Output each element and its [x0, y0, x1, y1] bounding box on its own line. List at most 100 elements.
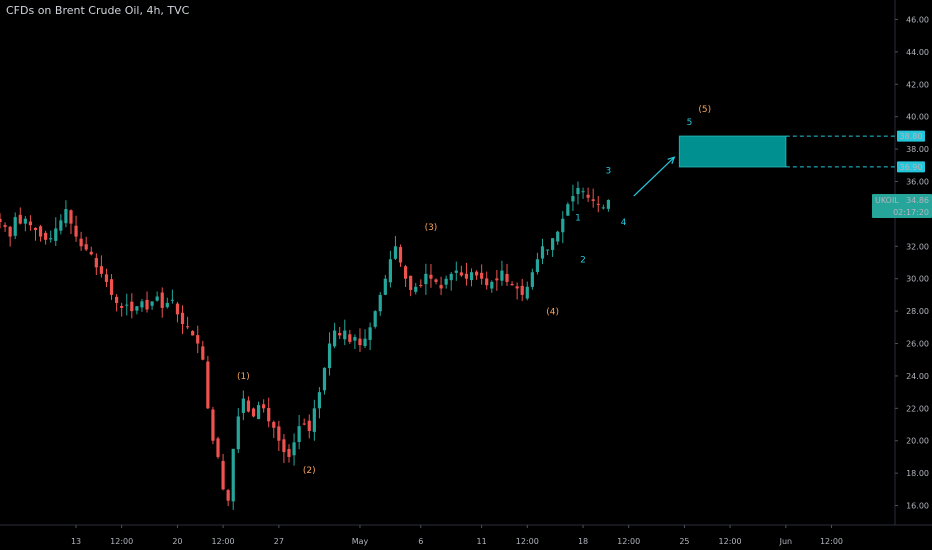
projection-arrow[interactable] [633, 156, 675, 197]
candle-body [566, 204, 570, 216]
primary-wave-label: (5) [698, 105, 711, 115]
candle-body [231, 448, 235, 502]
candle-body [59, 220, 63, 231]
candle-body [307, 420, 311, 432]
candle-body [120, 305, 124, 308]
candle-body [449, 273, 453, 281]
candle-body [165, 303, 169, 308]
candle-body [606, 199, 610, 209]
candle-body [74, 225, 78, 237]
minor-wave-label: 5 [687, 118, 693, 128]
time-tick-label: 27 [274, 537, 284, 546]
candle-body [383, 278, 387, 295]
time-tick-label: 12:00 [617, 537, 640, 546]
candle-body [388, 259, 392, 283]
candle-body [18, 214, 22, 224]
primary-wave-label: (2) [303, 466, 316, 476]
candle-body [556, 231, 560, 242]
price-tick-label: 44.00 [906, 48, 929, 57]
time-tick-label: 13 [71, 537, 81, 546]
candle-body [44, 232, 48, 240]
candle-body [327, 343, 332, 369]
candle-body [135, 306, 139, 311]
candle-body [256, 405, 261, 419]
candle-body [170, 299, 174, 301]
candle-body [591, 199, 595, 201]
candle-body [596, 203, 600, 205]
candle-body [23, 218, 27, 224]
candle-body [312, 408, 316, 432]
candle-body [185, 326, 190, 328]
candle-body [333, 330, 337, 347]
candle-body [191, 331, 195, 336]
candle-body [211, 409, 215, 441]
projection-arrow-head [667, 156, 676, 164]
candle-body [216, 438, 220, 457]
candle-body [150, 301, 154, 306]
time-tick-label: 11 [477, 537, 487, 546]
time-tick-label: 18 [578, 537, 588, 546]
candle-body [221, 460, 225, 490]
target-low-tag-label: 36.90 [900, 163, 923, 172]
candle-body [3, 225, 7, 227]
candle-body [297, 426, 301, 442]
candle-body [551, 238, 555, 250]
price-tick-label: 30.00 [906, 275, 929, 284]
price-tick-label: 24.00 [906, 372, 929, 381]
candle-body [480, 272, 484, 279]
candle-body [348, 334, 352, 342]
candle-body [175, 303, 180, 315]
candle-body [338, 332, 342, 336]
minor-wave-label: 2 [580, 256, 586, 266]
candle-body [378, 294, 382, 312]
time-tick-label: Jun [779, 537, 793, 546]
candle-body [464, 273, 469, 279]
last-price-label: 34.86 [906, 196, 929, 205]
time-tick-label: 20 [172, 537, 182, 546]
candle-body [277, 426, 281, 441]
candle-body [38, 226, 43, 237]
minor-wave-label: 4 [621, 218, 627, 228]
candle-body [267, 408, 271, 422]
candle-body [545, 249, 550, 251]
time-tick-label: 12:00 [516, 537, 539, 546]
price-axis[interactable]: 16.00 18.00 20.00 22.00 24.00 26.00 28.00 30.00… [872, 15, 932, 511]
candle-body [581, 191, 585, 193]
candle-body [353, 337, 357, 341]
target-zone-box[interactable] [678, 135, 787, 168]
candle-body [201, 346, 205, 360]
candle-body [373, 311, 377, 327]
grid [0, 0, 932, 526]
candle-body [414, 286, 418, 292]
candle-body [510, 283, 514, 286]
candle-body [434, 279, 438, 282]
candle-body [0, 218, 2, 222]
candle-body [155, 296, 159, 301]
time-tick-label: 12:00 [110, 537, 133, 546]
candle-body [439, 284, 443, 289]
candle-body [160, 292, 164, 308]
candle-body [130, 301, 134, 312]
candle-body [500, 270, 504, 281]
candle-body [505, 273, 509, 282]
candle-body [33, 227, 38, 231]
target-high-tag-label: 38.80 [900, 132, 923, 141]
candle-body [419, 284, 423, 286]
time-tick-label: 6 [418, 537, 423, 546]
candle-body [576, 187, 580, 195]
candle-body [125, 304, 129, 306]
candle-body [490, 281, 494, 289]
price-tick-label: 18.00 [906, 469, 929, 478]
candle-body [13, 217, 17, 236]
candle-body [28, 221, 33, 226]
price-tick-label: 26.00 [906, 340, 929, 349]
time-axis[interactable]: 13 12:00 20 12:00 27 May 6 11 12:00 18 12:00 25 12:0… [71, 525, 843, 546]
time-tick-label: 12:00 [212, 537, 235, 546]
target-low-tag [897, 161, 925, 173]
candle-body [94, 258, 98, 268]
candle-body [495, 278, 499, 281]
candle-body [262, 404, 266, 409]
candle-body [469, 272, 474, 281]
candle-body [69, 210, 73, 224]
